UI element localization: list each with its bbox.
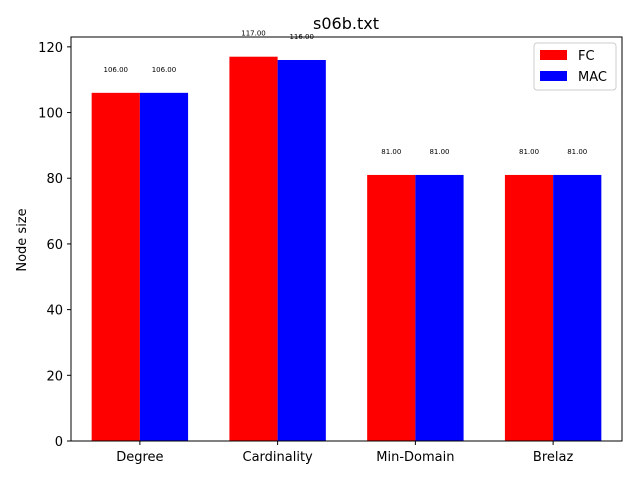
data-label: 81.00 [519, 148, 539, 156]
y-axis-label: Node size [15, 208, 30, 271]
y-tick-label: 120 [38, 41, 63, 56]
data-label: 81.00 [429, 148, 449, 156]
bar-mac-cardinality [277, 59, 326, 441]
data-label: 81.00 [381, 148, 401, 156]
x-tick-label: Brelaz [533, 450, 574, 465]
bar-mac-degree [139, 92, 189, 441]
legend-label-fc: FC [578, 49, 595, 64]
chart-title: s06b.txt [313, 14, 379, 33]
y-tick-label: 40 [46, 304, 63, 319]
legend-swatch-mac [540, 71, 567, 81]
x-tick-label: Degree [116, 450, 163, 465]
legend-swatch-fc [540, 50, 567, 60]
y-tick-label: 80 [46, 172, 63, 187]
bar-fc-min-domain [367, 174, 416, 441]
x-tick-label: Min-Domain [376, 450, 454, 465]
x-tick-label: Cardinality [243, 450, 314, 465]
bar-fc-cardinality [229, 56, 278, 442]
bar-mac-brelaz [553, 174, 602, 441]
y-tick-label: 0 [55, 435, 63, 450]
data-label: 106.00 [104, 66, 129, 74]
data-label: 117.00 [241, 30, 266, 38]
bar-fc-degree [91, 92, 140, 441]
y-tick-label: 20 [46, 369, 63, 384]
bar-fc-brelaz [504, 174, 554, 441]
data-label: 81.00 [567, 148, 587, 156]
plot-frame [70, 36, 623, 442]
legend-label-mac: MAC [578, 70, 607, 85]
y-tick-label: 60 [46, 238, 63, 253]
bar-mac-min-domain [415, 174, 464, 441]
legend: FC MAC [533, 42, 617, 91]
data-label: 106.00 [152, 66, 177, 74]
y-tick-label: 100 [38, 107, 63, 122]
